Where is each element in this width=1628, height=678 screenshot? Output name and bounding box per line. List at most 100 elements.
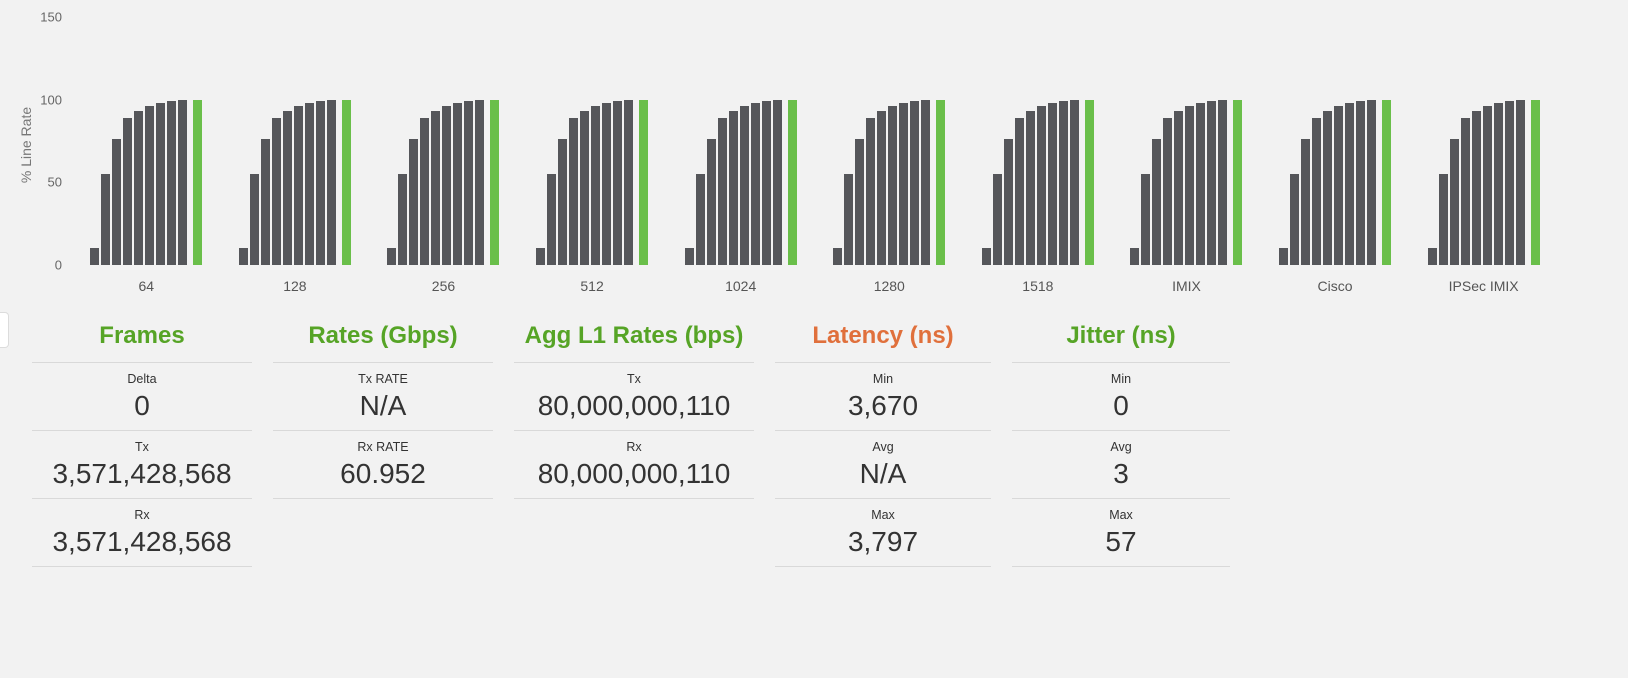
bar <box>1449 139 1459 265</box>
bar <box>1174 111 1184 265</box>
bar <box>1427 248 1437 265</box>
stat-value: 3,571,428,568 <box>52 458 232 489</box>
bar <box>981 248 991 265</box>
bar <box>772 99 782 265</box>
bar <box>1218 99 1228 265</box>
bar <box>728 111 738 265</box>
bar-group-512: 512 <box>536 17 649 294</box>
stats-panel-rates-gbps: Rates (Gbps) Tx RATE N/A Rx RATE 60.952 <box>273 322 493 567</box>
stat-row-avg: Avg 3 <box>1012 431 1230 499</box>
stat-value: 0 <box>1113 390 1129 421</box>
bar <box>464 101 474 265</box>
bar <box>536 248 546 265</box>
final-bar <box>490 99 500 265</box>
sidebar-toggle-handle[interactable] <box>0 312 9 348</box>
y-tick-label: 0 <box>54 257 62 273</box>
stat-value: 60.952 <box>340 458 426 489</box>
stat-row-min: Min 3,670 <box>775 363 991 431</box>
stat-row-rx-rate: Rx RATE 60.952 <box>273 431 493 499</box>
bar <box>1130 248 1140 265</box>
bar <box>304 102 314 265</box>
bar <box>921 99 931 265</box>
bars <box>387 17 500 265</box>
stat-row-rx: Rx 80,000,000,110 <box>514 431 754 499</box>
bar <box>238 248 248 265</box>
bar <box>739 106 749 265</box>
bar-group-cisco: Cisco <box>1279 17 1392 294</box>
stats-panel-latency-ns: Latency (ns) Min 3,670 Avg N/A Max 3,797 <box>775 322 991 567</box>
bars <box>238 17 351 265</box>
stats-panel-jitter-ns: Jitter (ns) Min 0 Avg 3 Max 57 <box>1012 322 1230 567</box>
panel-title: Frames <box>32 322 252 363</box>
bar <box>1069 99 1079 265</box>
bar <box>992 174 1002 265</box>
stat-label: Tx <box>135 440 149 454</box>
bar <box>1163 117 1173 265</box>
stat-row-max: Max 3,797 <box>775 499 991 567</box>
stat-label: Tx RATE <box>358 372 408 386</box>
bar <box>112 139 122 265</box>
bar <box>1345 102 1355 265</box>
panel-title: Latency (ns) <box>775 322 991 363</box>
bar <box>260 139 270 265</box>
bar <box>1047 102 1057 265</box>
bar <box>420 117 430 265</box>
final-bar <box>639 99 649 265</box>
bar-group-1280: 1280 <box>833 17 946 294</box>
bar <box>1438 174 1448 265</box>
bar <box>1025 111 1035 265</box>
bar <box>326 99 336 265</box>
bar <box>1471 111 1481 265</box>
category-label: 1024 <box>725 278 757 294</box>
final-bar <box>1084 99 1094 265</box>
category-label: 1280 <box>873 278 905 294</box>
panel-title: Rates (Gbps) <box>273 322 493 363</box>
stat-value: 3,797 <box>847 526 919 557</box>
bar <box>398 174 408 265</box>
stat-label: Tx <box>627 372 641 386</box>
bars <box>90 17 203 265</box>
bar <box>602 102 612 265</box>
bars <box>833 17 946 265</box>
final-bar <box>193 99 203 265</box>
bar <box>706 139 716 265</box>
bar <box>1356 101 1366 265</box>
bar <box>684 248 694 265</box>
category-label: 1518 <box>1022 278 1054 294</box>
bar <box>569 117 579 265</box>
bar <box>591 106 601 265</box>
bar <box>1460 117 1470 265</box>
bar <box>1141 174 1151 265</box>
final-bar <box>1382 99 1392 265</box>
bar <box>134 111 144 265</box>
bar <box>1367 99 1377 265</box>
bar <box>1334 106 1344 265</box>
final-bar <box>787 99 797 265</box>
bar <box>1279 248 1289 265</box>
y-tick-label: 50 <box>47 174 62 190</box>
category-label: 64 <box>138 278 155 294</box>
stat-row-tx: Tx 80,000,000,110 <box>514 363 754 431</box>
bar-group-128: 128 <box>238 17 351 294</box>
bar <box>249 174 259 265</box>
stat-value: 57 <box>1105 526 1137 557</box>
bar <box>547 174 557 265</box>
bar <box>1482 106 1492 265</box>
bar-group-1024: 1024 <box>684 17 797 294</box>
bar <box>271 117 281 265</box>
bar <box>156 102 166 265</box>
stats-panels: Frames Delta 0 Tx 3,571,428,568 Rx 3,571,428,5… <box>32 322 1628 567</box>
bar-group-256: 256 <box>387 17 500 294</box>
y-tick-label: 150 <box>40 9 62 25</box>
category-label: IPSec IMIX <box>1448 278 1519 294</box>
bar <box>910 101 920 265</box>
stat-value: 0 <box>134 390 150 421</box>
final-bar <box>341 99 351 265</box>
panel-title: Jitter (ns) <box>1012 322 1230 363</box>
stat-label: Rx RATE <box>357 440 409 454</box>
bar <box>123 117 133 265</box>
bar <box>1515 99 1525 265</box>
bars <box>1427 17 1540 265</box>
stat-value: N/A <box>859 458 907 489</box>
stat-label: Min <box>1110 372 1132 386</box>
